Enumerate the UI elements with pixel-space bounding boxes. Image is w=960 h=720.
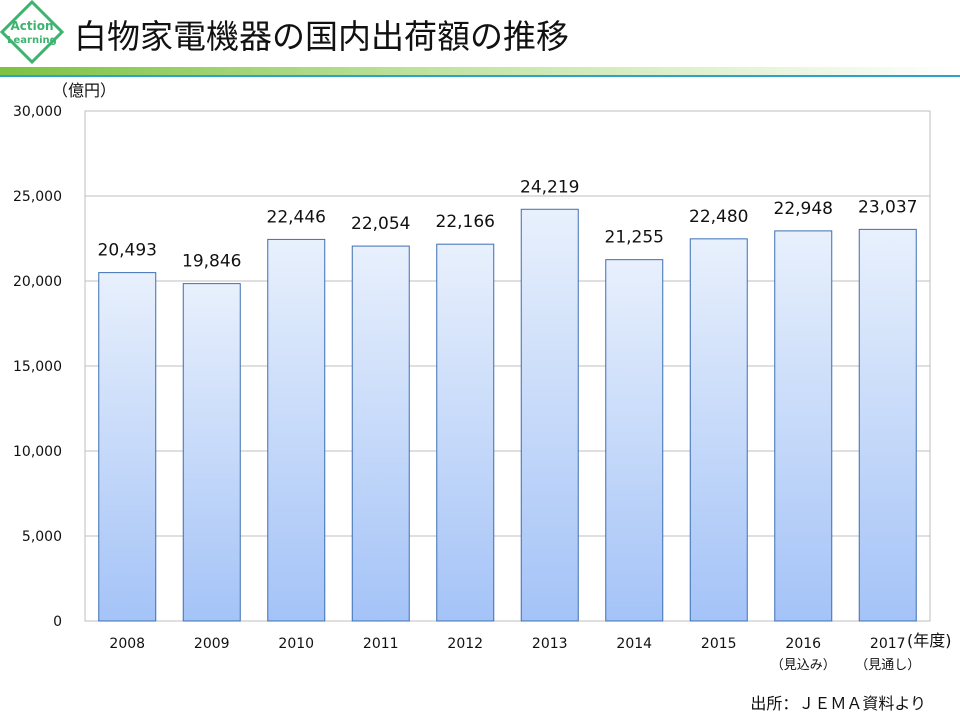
x-tick-note: （見通し） xyxy=(855,658,920,673)
logo-text-line1: Action xyxy=(10,19,53,33)
x-tick-label: 2010 xyxy=(278,636,314,652)
y-tick-label: 30,000 xyxy=(13,104,62,120)
data-label: 20,493 xyxy=(98,241,157,261)
y-tick-label: 25,000 xyxy=(13,189,62,205)
bars xyxy=(98,208,917,622)
x-tick-note: （見込み） xyxy=(771,658,836,673)
bar xyxy=(774,230,833,622)
action-learning-logo: Action Learning xyxy=(0,0,64,64)
x-tick-label: 2012 xyxy=(447,636,483,652)
x-tick-label: 2009 xyxy=(194,636,230,652)
y-tick-label: 0 xyxy=(53,614,62,630)
y-tick-label: 10,000 xyxy=(13,444,62,460)
data-label: 19,846 xyxy=(182,252,241,272)
data-label: 22,480 xyxy=(689,207,748,227)
data-label: 24,219 xyxy=(520,177,579,197)
y-tick-label: 5,000 xyxy=(22,529,62,545)
y-axis-unit-label: （億円） xyxy=(52,81,116,100)
data-label: 22,446 xyxy=(267,207,326,227)
page-title: 白物家電機器の国内出荷額の推移 xyxy=(74,17,569,56)
bar xyxy=(520,208,579,622)
x-axis-unit-label: (年度) xyxy=(907,631,952,650)
y-tick-label: 15,000 xyxy=(13,359,62,375)
logo-text-line2: Learning xyxy=(7,35,57,46)
bar xyxy=(689,238,748,622)
bar xyxy=(351,245,410,622)
x-tick-label: 2011 xyxy=(363,636,399,652)
bar xyxy=(98,272,157,622)
x-tick-label: 2017 xyxy=(870,636,906,652)
bar xyxy=(267,238,326,622)
bar xyxy=(605,259,664,622)
x-tick-label: 2008 xyxy=(109,636,145,652)
data-label: 22,948 xyxy=(774,199,833,219)
y-axis-tick-labels: 0 5,000 10,000 15,000 20,000 25,000 30,000 xyxy=(13,104,62,630)
x-tick-label: 2013 xyxy=(532,636,568,652)
bar xyxy=(858,228,917,622)
source-note: 出所：ＪＥＭＡ資料より xyxy=(750,694,926,713)
x-tick-label: 2014 xyxy=(616,636,652,652)
data-label: 22,054 xyxy=(351,214,410,234)
data-label: 22,166 xyxy=(436,212,495,232)
y-tick-label: 20,000 xyxy=(13,274,62,290)
x-axis-tick-labels: 2008 2009 2010 2011 2012 2013 2014 2015 2016 （見込み… xyxy=(109,636,920,673)
x-tick-label: 2015 xyxy=(701,636,737,652)
x-tick-label: 2016 xyxy=(785,636,821,652)
data-labels: 20,493 19,846 22,446 22,054 22,166 24,219 21,2… xyxy=(98,177,918,271)
data-label: 23,037 xyxy=(858,197,917,217)
title-underline-bar xyxy=(0,67,960,77)
data-label: 21,255 xyxy=(605,228,664,248)
bar xyxy=(436,243,495,622)
bar xyxy=(182,283,241,622)
